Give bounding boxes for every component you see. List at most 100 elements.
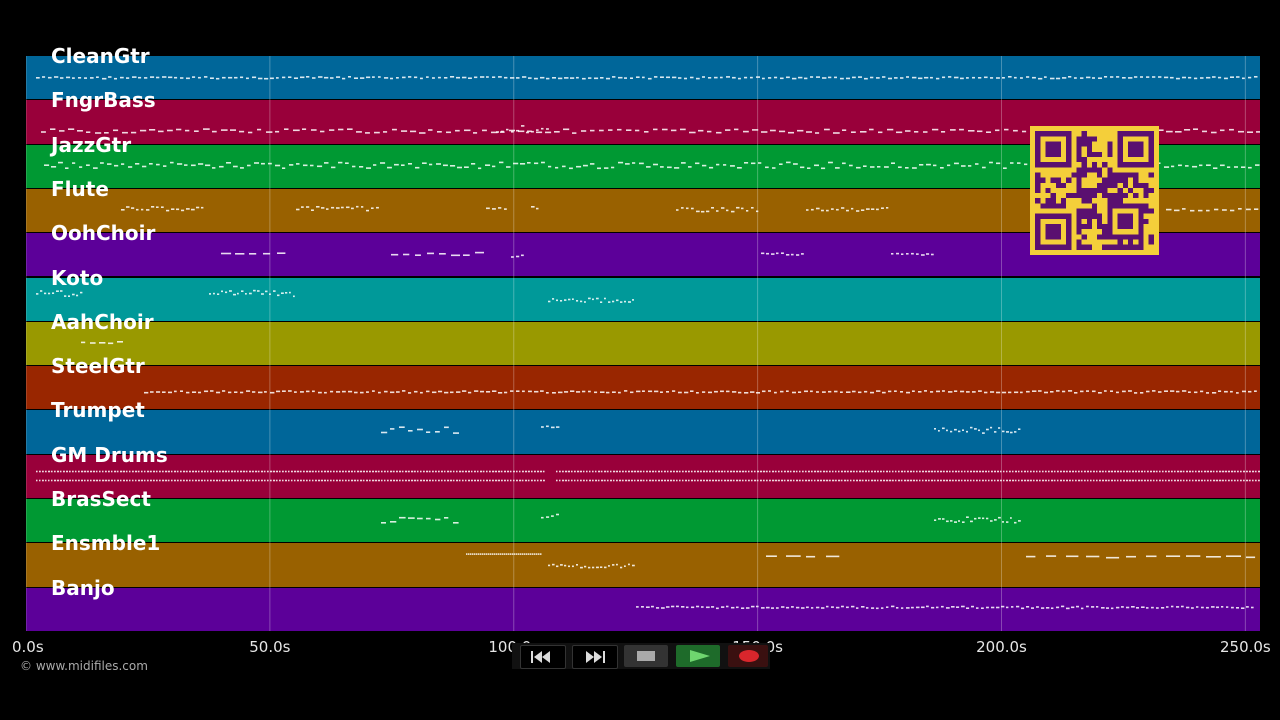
note-mark <box>513 479 515 482</box>
note-mark <box>151 206 155 208</box>
note-mark <box>390 77 393 80</box>
note-mark <box>613 470 616 473</box>
note-mark <box>751 470 753 473</box>
note-mark <box>766 479 768 482</box>
play-button[interactable] <box>676 645 720 667</box>
note-mark <box>658 479 660 482</box>
note-mark <box>942 427 945 430</box>
note-mark <box>820 479 822 482</box>
track-lane[interactable] <box>26 543 1260 587</box>
note-mark <box>225 470 228 473</box>
note-mark <box>536 129 539 131</box>
note-mark <box>275 130 280 133</box>
note-mark <box>339 470 341 473</box>
note-mark <box>63 470 65 473</box>
note-mark <box>931 479 934 482</box>
note-mark <box>861 209 865 211</box>
note-mark <box>1129 470 1131 473</box>
note-mark <box>756 605 759 608</box>
note-mark <box>571 479 573 482</box>
note-mark <box>330 77 334 79</box>
note-mark <box>392 128 397 131</box>
note-mark <box>342 479 344 482</box>
note-mark <box>1123 479 1126 482</box>
note-mark <box>1237 479 1239 482</box>
note-mark <box>634 479 636 482</box>
note-mark <box>483 479 485 482</box>
note-mark <box>384 479 386 482</box>
note-mark <box>174 76 178 79</box>
note-mark <box>156 479 158 482</box>
stop-button[interactable] <box>624 645 668 667</box>
note-mark <box>790 479 792 482</box>
note-mark <box>294 479 296 482</box>
note-mark <box>667 166 672 169</box>
track-lane[interactable] <box>26 499 1260 543</box>
note-mark <box>784 479 786 482</box>
note-mark <box>576 300 579 302</box>
note-mark <box>900 391 903 393</box>
note-mark <box>844 479 847 482</box>
note-mark <box>301 206 304 208</box>
note-mark <box>524 553 526 555</box>
track-lane[interactable] <box>26 366 1260 410</box>
note-mark <box>1092 390 1096 393</box>
note-mark <box>468 77 472 79</box>
note-mark <box>653 163 658 166</box>
note-mark <box>906 607 910 609</box>
note-mark <box>986 517 989 520</box>
note-mark <box>976 479 978 482</box>
qr-code-icon[interactable] <box>1030 126 1159 255</box>
note-mark <box>457 166 462 169</box>
note-mark <box>846 77 850 80</box>
note-mark <box>435 470 437 473</box>
note-mark <box>831 606 834 608</box>
note-mark <box>851 131 856 133</box>
note-mark <box>914 131 919 133</box>
note-mark <box>1093 470 1095 473</box>
track-lane[interactable] <box>26 410 1260 454</box>
note-mark <box>345 162 349 164</box>
note-mark <box>632 299 634 301</box>
note-mark <box>77 130 83 132</box>
track-lane[interactable] <box>26 321 1260 366</box>
note-mark <box>537 470 540 473</box>
note-mark <box>258 77 263 80</box>
note-mark <box>554 131 560 133</box>
note-mark <box>359 166 364 168</box>
note-mark <box>306 390 310 393</box>
note-mark <box>1234 479 1236 482</box>
note-mark <box>934 479 936 482</box>
note-mark <box>642 76 645 79</box>
note-mark <box>841 207 845 209</box>
note-mark <box>1048 479 1050 482</box>
note-mark <box>393 470 395 473</box>
note-mark <box>72 77 75 79</box>
note-mark <box>324 391 327 394</box>
note-mark <box>519 479 522 482</box>
note-mark <box>1134 76 1138 78</box>
track-lane[interactable] <box>26 277 1260 321</box>
note-mark <box>528 479 530 482</box>
rewind-button[interactable] <box>520 645 566 669</box>
note-mark <box>796 479 799 482</box>
track-lane[interactable] <box>26 454 1260 498</box>
note-mark <box>671 605 675 608</box>
record-button[interactable] <box>728 645 768 667</box>
note-mark <box>63 479 65 482</box>
fast-forward-button[interactable] <box>572 645 618 669</box>
note-mark <box>769 470 771 473</box>
track-lane[interactable] <box>26 587 1260 631</box>
note-mark <box>796 254 800 256</box>
note-mark <box>269 293 271 295</box>
note-mark <box>45 470 47 473</box>
note-mark <box>998 427 1001 429</box>
note-mark <box>660 166 664 168</box>
note-mark <box>184 164 188 166</box>
note-mark <box>1201 470 1203 473</box>
note-mark <box>1066 555 1079 558</box>
note-mark <box>758 162 762 164</box>
note-mark <box>1146 76 1150 78</box>
note-mark <box>901 607 904 609</box>
note-mark <box>1090 479 1092 482</box>
